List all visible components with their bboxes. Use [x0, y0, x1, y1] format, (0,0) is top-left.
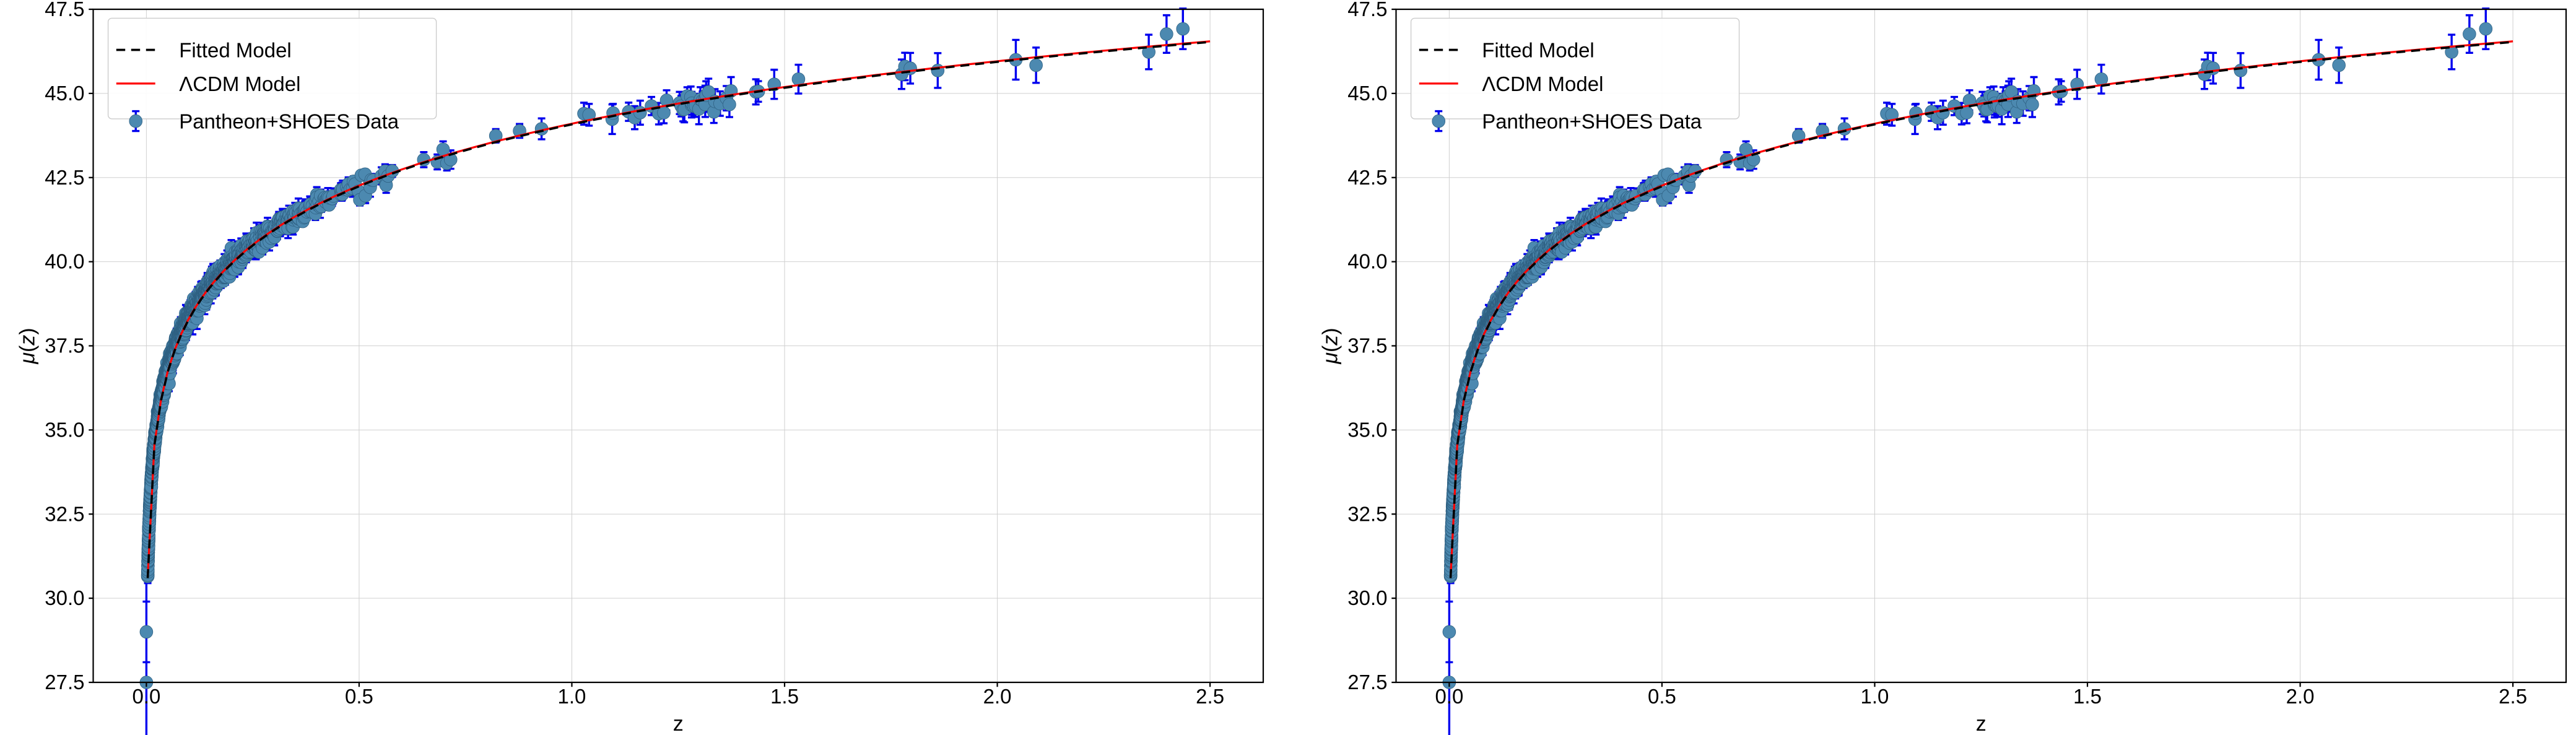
svg-text:40.0: 40.0	[45, 250, 84, 273]
svg-text:1.0: 1.0	[558, 685, 586, 708]
svg-text:45.0: 45.0	[45, 82, 84, 105]
svg-text:ΛCDM Model: ΛCDM Model	[179, 72, 300, 95]
svg-text:27.5: 27.5	[45, 671, 84, 694]
svg-text:35.0: 35.0	[45, 418, 84, 441]
svg-text:47.5: 47.5	[45, 0, 84, 20]
svg-text:42.5: 42.5	[45, 166, 84, 189]
svg-text:2.5: 2.5	[1196, 685, 1224, 708]
svg-text:2.0: 2.0	[983, 685, 1012, 708]
svg-text:0.5: 0.5	[345, 685, 373, 708]
svg-text:30.0: 30.0	[45, 586, 84, 609]
svg-text:32.5: 32.5	[45, 502, 84, 525]
svg-text:37.5: 37.5	[45, 334, 84, 357]
svg-text:Pantheon+SHOES Data: Pantheon+SHOES Data	[179, 110, 399, 133]
svg-text:Fitted Model: Fitted Model	[179, 39, 292, 62]
svg-text:1.5: 1.5	[770, 685, 799, 708]
svg-text:μ(z): μ(z)	[16, 328, 40, 364]
svg-text:z: z	[673, 712, 684, 735]
svg-text:0.0: 0.0	[132, 685, 160, 708]
